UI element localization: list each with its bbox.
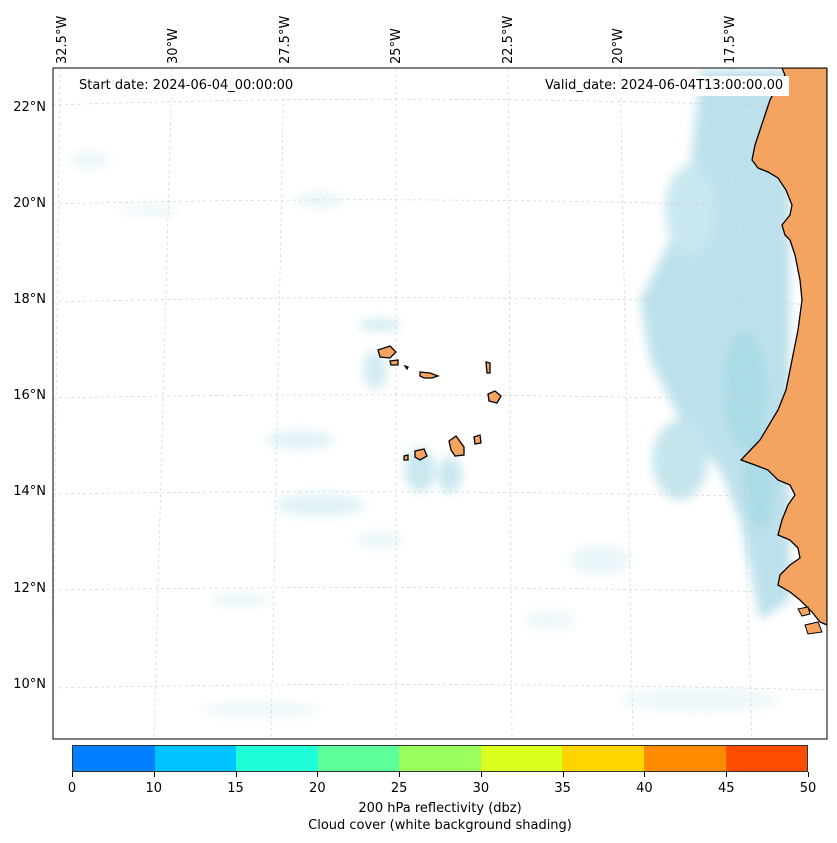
colorbar-segment bbox=[236, 746, 318, 771]
colorbar-tick-mark bbox=[235, 772, 237, 777]
colorbar-tick-mark bbox=[726, 772, 728, 777]
island-sal bbox=[485, 361, 491, 374]
colorbar-tick-label: 25 bbox=[390, 781, 408, 796]
lat-label: 10°N bbox=[13, 677, 46, 692]
lon-label: 20°W bbox=[611, 28, 626, 64]
lat-label: 20°N bbox=[13, 196, 46, 211]
island-santiago bbox=[448, 435, 465, 457]
colorbar-tick-mark bbox=[808, 772, 809, 777]
bijagos-island bbox=[804, 621, 823, 635]
island-fogo bbox=[414, 448, 428, 461]
colorbar-segment bbox=[399, 746, 481, 771]
lon-label: 27.5°W bbox=[278, 16, 293, 64]
lat-label: 22°N bbox=[13, 100, 46, 115]
colorbar-segment bbox=[643, 746, 726, 771]
colorbar-segment bbox=[73, 746, 155, 771]
colorbar-tick-mark bbox=[153, 772, 155, 777]
lon-label: 17.5°W bbox=[723, 16, 738, 64]
valid-date-label: Valid_date: 2024-06-04T13:00:00.00 bbox=[539, 76, 790, 96]
colorbar-segment bbox=[562, 746, 644, 771]
cape-verde-islands bbox=[377, 345, 502, 461]
colorbar-segment bbox=[480, 746, 563, 771]
colorbar-tick-label: 50 bbox=[799, 781, 817, 796]
lon-label: 25°W bbox=[389, 28, 404, 64]
start-date-label: Start date: 2024-06-04_00:00:00 bbox=[73, 76, 300, 96]
longitude-labels: 32.5°W 30°W 27.5°W 25°W 22.5°W 20°W 17.5… bbox=[55, 16, 738, 64]
colorbar-tick-mark bbox=[644, 772, 646, 777]
lat-label: 18°N bbox=[13, 292, 46, 307]
map-frame bbox=[52, 67, 828, 740]
lon-label: 30°W bbox=[166, 28, 181, 64]
colorbar-caption-line1: 200 hPa reflectivity (dbz) bbox=[358, 801, 522, 816]
island-santa-luzia bbox=[403, 364, 409, 371]
colorbar-tick-mark bbox=[562, 772, 564, 777]
colorbar-tick-label: 0 bbox=[67, 781, 77, 796]
island-brava bbox=[403, 454, 409, 461]
island-boa-vista bbox=[487, 390, 502, 404]
map-area bbox=[53, 68, 827, 739]
island-maio bbox=[473, 434, 482, 445]
colorbar-tick-mark bbox=[317, 772, 319, 777]
graticule bbox=[53, 68, 827, 739]
africa-landmass bbox=[739, 68, 827, 626]
cloud-cover-shading bbox=[70, 70, 790, 718]
lat-label: 14°N bbox=[13, 484, 46, 499]
colorbar-tick-label: 15 bbox=[227, 781, 244, 796]
colorbar-segment bbox=[154, 746, 237, 771]
island-sao-nicolau bbox=[419, 371, 440, 379]
lon-label: 32.5°W bbox=[55, 16, 70, 64]
lat-label: 12°N bbox=[13, 581, 46, 596]
colorbar-caption-line2: Cloud cover (white background shading) bbox=[308, 818, 572, 833]
bijagos-island bbox=[797, 606, 811, 617]
colorbar-tick-label: 45 bbox=[717, 781, 735, 796]
reflectivity-colorbar bbox=[72, 745, 808, 772]
colorbar-tick-label: 30 bbox=[472, 781, 490, 796]
latitude-labels: 22°N 20°N 18°N 16°N 14°N 12°N 10°N bbox=[13, 100, 46, 692]
colorbar-segment bbox=[725, 746, 808, 771]
colorbar-tick-mark bbox=[480, 772, 482, 777]
island-santo-antao bbox=[377, 345, 397, 359]
colorbar-tick-label: 10 bbox=[145, 781, 163, 796]
colorbar-tick-label: 40 bbox=[636, 781, 653, 796]
lon-label: 22.5°W bbox=[501, 16, 516, 64]
colorbar-tick-label: 20 bbox=[309, 781, 326, 796]
colorbar-tick-mark bbox=[399, 772, 401, 777]
colorbar-tick-mark bbox=[72, 772, 73, 777]
colorbar-segment bbox=[317, 746, 400, 771]
colorbar-tick-label: 35 bbox=[554, 781, 571, 796]
island-sao-vicente bbox=[389, 359, 399, 366]
lat-label: 16°N bbox=[13, 388, 46, 403]
